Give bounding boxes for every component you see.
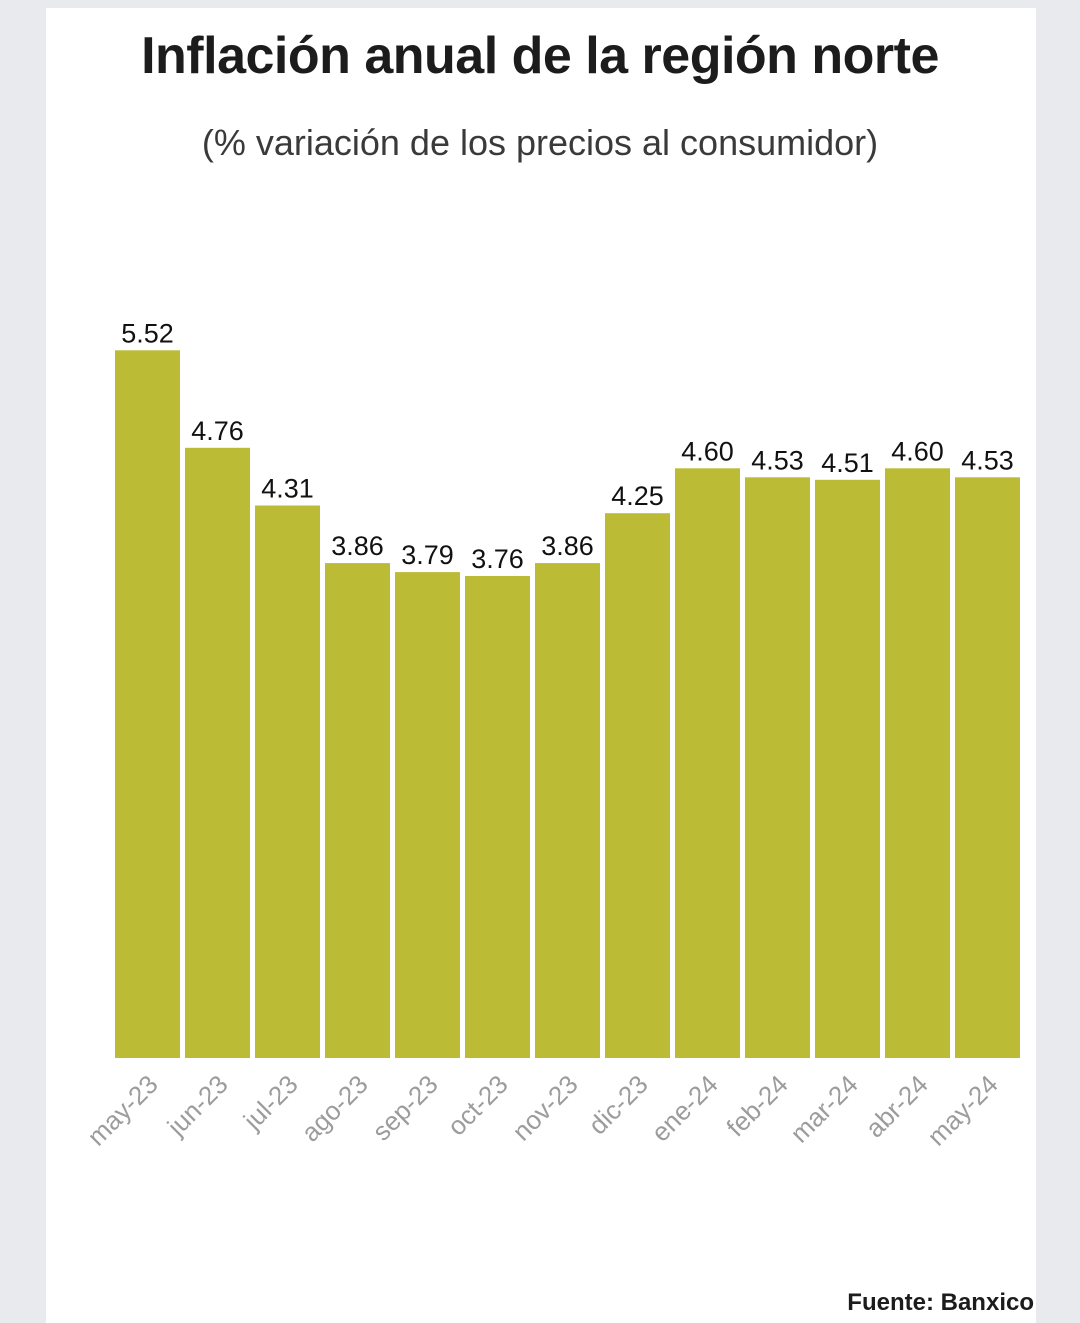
x-tick-feb-24: feb-24 bbox=[720, 1069, 793, 1142]
value-label-mar-24: 4.51 bbox=[821, 448, 874, 478]
bar-oct-23 bbox=[465, 576, 530, 1058]
value-label-may-23: 5.52 bbox=[121, 318, 174, 348]
value-label-jul-23: 4.31 bbox=[261, 474, 314, 504]
bar-jul-23 bbox=[255, 505, 320, 1058]
x-tick-mar-24: mar-24 bbox=[784, 1069, 863, 1148]
bar-ene-24 bbox=[675, 468, 740, 1058]
x-tick-may-24: may-24 bbox=[921, 1069, 1004, 1152]
value-label-ago-23: 3.86 bbox=[331, 531, 384, 561]
x-tick-jul-23: jul-23 bbox=[237, 1069, 304, 1136]
bar-may-23 bbox=[115, 350, 180, 1058]
x-tick-ago-23: ago-23 bbox=[295, 1069, 373, 1147]
value-label-jun-23: 4.76 bbox=[191, 416, 244, 446]
chart-subtitle: (% variación de los precios al consumido… bbox=[201, 122, 879, 163]
value-label-ene-24: 4.60 bbox=[681, 436, 734, 466]
x-tick-dic-23: dic-23 bbox=[582, 1069, 653, 1140]
x-tick-may-23: may-23 bbox=[81, 1069, 164, 1152]
x-tick-sep-23: sep-23 bbox=[366, 1069, 443, 1146]
source-note: Fuente: Banxico bbox=[847, 1289, 1034, 1316]
value-label-dic-23: 4.25 bbox=[611, 481, 664, 511]
bar-mar-24 bbox=[815, 479, 880, 1058]
x-tick-jun-23: jun-23 bbox=[161, 1069, 234, 1142]
bar-jun-23 bbox=[185, 447, 250, 1058]
bar-may-24 bbox=[955, 477, 1020, 1058]
value-label-oct-23: 3.76 bbox=[471, 544, 524, 574]
bar-feb-24 bbox=[745, 477, 810, 1058]
value-label-abr-24: 4.60 bbox=[891, 436, 944, 466]
bar-dic-23 bbox=[605, 513, 670, 1058]
value-label-sep-23: 3.79 bbox=[401, 540, 454, 570]
bar-ago-23 bbox=[325, 563, 390, 1058]
value-label-feb-24: 4.53 bbox=[751, 445, 804, 475]
chart-title: Inflación anual de la región norte bbox=[141, 27, 939, 85]
x-tick-oct-23: oct-23 bbox=[441, 1069, 513, 1141]
value-label-nov-23: 3.86 bbox=[541, 531, 594, 561]
x-tick-nov-23: nov-23 bbox=[506, 1069, 583, 1146]
bar-sep-23 bbox=[395, 572, 460, 1058]
x-tick-ene-24: ene-24 bbox=[645, 1069, 723, 1147]
bar-nov-23 bbox=[535, 563, 600, 1058]
bar-abr-24 bbox=[885, 468, 950, 1058]
value-label-may-24: 4.53 bbox=[961, 445, 1014, 475]
